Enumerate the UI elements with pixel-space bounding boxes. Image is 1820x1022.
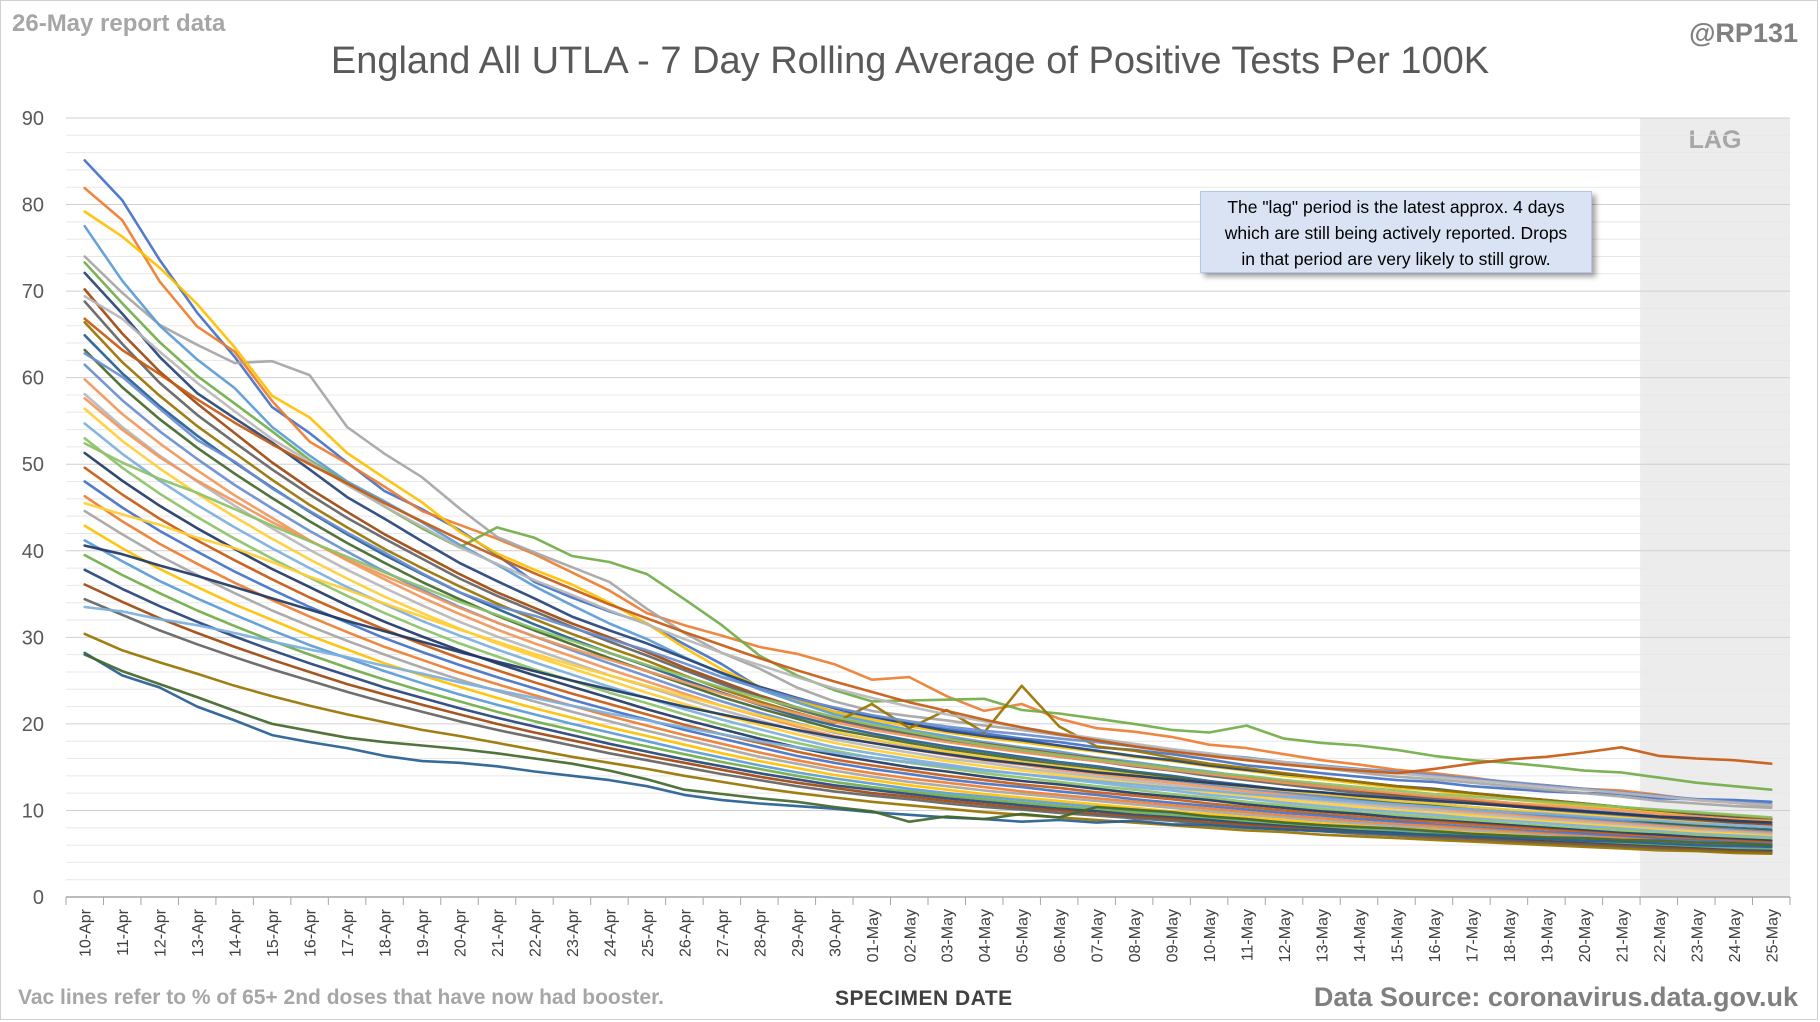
- series-line: [83, 501, 1773, 829]
- x-tick-label: 03-May: [940, 909, 957, 962]
- x-tick-label: 18-May: [1502, 909, 1519, 962]
- y-tick-label: 30: [22, 627, 44, 649]
- lag-region-layer: LAG: [1640, 118, 1790, 897]
- series-line: [83, 442, 1773, 819]
- author-handle: @RP131: [1689, 18, 1798, 48]
- x-tick-label: 24-Apr: [602, 908, 619, 957]
- series-line: [83, 407, 1773, 838]
- series-line: [83, 653, 1773, 847]
- x-tick-label: 26-Apr: [677, 908, 694, 957]
- y-tick-label: 20: [22, 714, 44, 736]
- x-tick-label: 28-Apr: [752, 908, 769, 957]
- vaccine-footnote: Vac lines refer to % of 65+ 2nd doses th…: [18, 986, 664, 1009]
- series-line: [83, 295, 1773, 807]
- x-tick-label: 16-Apr: [303, 908, 320, 957]
- x-tick-label: 10-May: [1202, 909, 1219, 962]
- y-tick-label: 80: [22, 195, 44, 217]
- series-line: [83, 544, 1773, 824]
- x-tick-label: 08-May: [1127, 909, 1144, 962]
- y-tick-label: 40: [22, 541, 44, 563]
- x-tick-label: 19-Apr: [415, 908, 432, 957]
- x-tick-label: 13-May: [1315, 909, 1332, 962]
- x-tick-label: 11-Apr: [115, 908, 132, 956]
- x-tick-label: 19-May: [1539, 909, 1556, 962]
- x-tick-label: 06-May: [1052, 909, 1069, 962]
- series-line: [83, 583, 1773, 854]
- x-tick-label: 07-May: [1090, 909, 1107, 962]
- x-tick-label: 14-Apr: [228, 908, 245, 957]
- x-tick-label: 22-May: [1652, 909, 1669, 962]
- x-tick-label: 30-Apr: [827, 908, 844, 957]
- lag-note-line-3: in that period are very likely to still …: [1241, 249, 1551, 269]
- lag-region: [1640, 118, 1790, 897]
- x-tick-label: 12-May: [1277, 909, 1294, 962]
- series-line: [83, 317, 1773, 775]
- y-tick-label: 0: [33, 887, 44, 909]
- lag-explanation-note: The "lag" period is the latest approx. 4…: [1200, 191, 1592, 273]
- series-line: [83, 480, 1773, 846]
- series-line: [83, 422, 1773, 839]
- x-tick-label: 22-Apr: [527, 908, 544, 957]
- x-tick-label: 09-May: [1165, 909, 1182, 962]
- series-line: [83, 494, 1773, 848]
- x-tick-label: 20-May: [1577, 909, 1594, 962]
- axis-layer: [65, 896, 1791, 905]
- x-tick-label: 20-Apr: [453, 908, 470, 957]
- y-tick-label: 50: [22, 454, 44, 476]
- y-tick-label: 70: [22, 281, 44, 303]
- y-tick-label: 10: [22, 800, 44, 822]
- x-tick-label: 15-May: [1389, 909, 1406, 962]
- x-tick-label: 10-Apr: [78, 908, 95, 957]
- x-tick-label: 29-Apr: [790, 908, 807, 957]
- x-tick-label: 27-Apr: [715, 908, 732, 957]
- lag-label: LAG: [1689, 126, 1742, 154]
- x-tick-label: 18-Apr: [378, 908, 395, 957]
- x-tick-label: 17-May: [1464, 909, 1481, 962]
- series-layer: [83, 159, 1773, 855]
- x-tick-label: 01-May: [865, 909, 882, 962]
- x-tick-label: 02-May: [902, 909, 919, 962]
- x-tick-label: 05-May: [1015, 909, 1032, 962]
- report-date-label: 26-May report data: [12, 10, 226, 37]
- series-line: [83, 466, 1773, 844]
- chart-title: England All UTLA - 7 Day Rolling Average…: [330, 40, 1490, 82]
- x-tick-label: 15-Apr: [265, 908, 282, 957]
- x-axis-title: SPECIMEN DATE: [835, 987, 1013, 1010]
- data-source-label: Data Source: coronavirus.data.gov.uk: [1313, 982, 1798, 1012]
- x-tick-label: 14-May: [1352, 909, 1369, 962]
- x-tick-label: 11-May: [1240, 909, 1257, 961]
- x-tick-label: 25-May: [1764, 909, 1781, 962]
- series-line: [83, 632, 1773, 855]
- x-tick-label: 25-Apr: [640, 908, 657, 957]
- x-tick-label: 12-Apr: [153, 908, 170, 957]
- series-line: [83, 451, 1773, 842]
- series-line: [83, 321, 1773, 820]
- x-tick-label: 21-May: [1614, 909, 1631, 962]
- x-tick-label: 13-Apr: [190, 908, 207, 957]
- x-tick-label: 16-May: [1427, 909, 1444, 962]
- series-line: [83, 397, 1773, 823]
- x-tick-label: 17-Apr: [340, 908, 357, 957]
- x-tick-label: 23-May: [1689, 909, 1706, 962]
- series-line: [83, 605, 1773, 829]
- x-tick-label: 21-Apr: [490, 908, 507, 957]
- y-tick-label: 90: [22, 108, 44, 130]
- x-tick-label: 04-May: [977, 909, 994, 962]
- x-tick-label: 24-May: [1727, 909, 1744, 962]
- x-tick-label: 23-Apr: [565, 908, 582, 957]
- lag-note-line-2: which are still being actively reported.…: [1224, 223, 1568, 243]
- series-line: [83, 392, 1773, 836]
- series-line: [83, 509, 1773, 849]
- y-tick-label: 60: [22, 368, 44, 390]
- series-line: [83, 597, 1773, 855]
- tick-label-layer: 0 10 20 30 40 50 60 70 80 90 10-Apr 11-Apr 12-Apr 13-…: [22, 108, 1782, 962]
- series-line: [83, 352, 1773, 806]
- lag-note-line-1: The "lag" period is the latest approx. 4…: [1227, 197, 1565, 217]
- series-line: [83, 651, 1773, 849]
